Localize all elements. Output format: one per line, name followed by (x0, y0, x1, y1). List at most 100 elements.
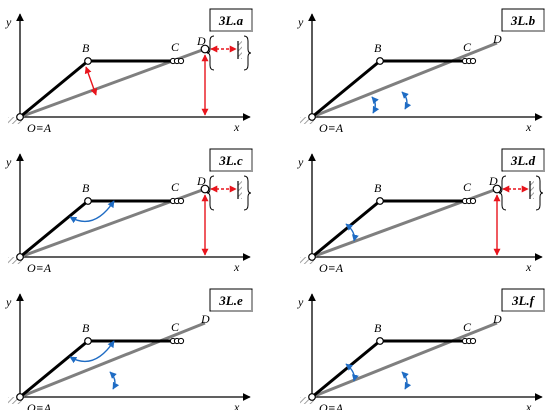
point-B-label: B (82, 41, 90, 55)
origin-label: O≡A (319, 401, 344, 410)
panel-label: 3L.f (511, 293, 536, 308)
joint-O (308, 393, 316, 401)
panel-label-shadow (503, 170, 545, 172)
joint-O (16, 113, 24, 121)
point-C-label: C (171, 180, 180, 194)
panel-label-shadow (503, 310, 545, 312)
blue-angle-A-arrow (401, 91, 412, 110)
blue-angle-A-arrow (109, 371, 120, 390)
y-axis-label: y (297, 155, 304, 169)
y-axis-label: y (5, 15, 12, 29)
slider-joint (469, 337, 477, 345)
panel-3l-f: x y O≡A B C D 3L.f (297, 288, 545, 410)
joint-O (16, 253, 24, 261)
panel-label-shadow (211, 170, 253, 172)
joint-D (200, 184, 210, 194)
x-axis-label: x (525, 400, 532, 410)
x-axis-label: x (233, 260, 240, 274)
panel-3l-a: x y O≡A B C D 3L.a (5, 8, 253, 135)
joint-O (308, 113, 316, 121)
point-C-label: C (463, 180, 472, 194)
ground-hatch (8, 257, 22, 264)
panel-label-shadow (211, 30, 253, 32)
brace-right (243, 35, 252, 71)
joint-B (376, 337, 384, 345)
blue-angle-A-arrow (401, 371, 412, 390)
joint-O (308, 253, 316, 261)
brace-left (206, 175, 215, 211)
panel-label-shadow (211, 310, 253, 312)
link-AD (311, 41, 498, 119)
joint-B (376, 57, 384, 65)
wall-hatch (530, 181, 534, 199)
link-AD (19, 321, 206, 399)
panel-3l-e: x y O≡A B C D 3L.e (5, 288, 253, 410)
point-D-label: D (200, 312, 210, 326)
x-axis-label: x (525, 120, 532, 134)
wall-hatch (238, 41, 242, 59)
panel-label: 3L.e (218, 293, 243, 308)
slider-joint (469, 197, 477, 205)
slider-joint (177, 57, 185, 65)
blue-angle-AB-arrow (345, 223, 359, 242)
brace-right (535, 175, 544, 211)
panel-label: 3L.c (218, 153, 243, 168)
ground-hatch (300, 257, 314, 264)
y-axis-label: y (5, 295, 12, 309)
origin-label: O≡A (27, 261, 52, 275)
slider-joint (177, 197, 185, 205)
ground-hatch (300, 397, 314, 404)
point-B-label: B (374, 41, 382, 55)
panel-label: 3L.a (218, 13, 244, 28)
point-C-label: C (171, 40, 180, 54)
joint-B (84, 57, 92, 65)
point-B-label: B (82, 181, 90, 195)
panel-label-shadow (251, 150, 253, 172)
brace-right (243, 175, 252, 211)
y-axis-label: y (297, 15, 304, 29)
slider-joint (469, 57, 477, 65)
panel-label-shadow (503, 30, 545, 32)
wall-hatch (238, 181, 242, 199)
x-axis-label: x (233, 400, 240, 410)
panel-3l-d: x y O≡A B C D 3L.d (297, 148, 545, 275)
x-axis-label: x (525, 260, 532, 274)
point-D-label: D (196, 34, 206, 48)
panel-label-shadow (543, 10, 545, 32)
ground-hatch (8, 397, 22, 404)
panel-label-shadow (543, 290, 545, 312)
ground-hatch (300, 117, 314, 124)
slider-joint (177, 337, 185, 345)
y-axis-label: y (5, 155, 12, 169)
panel-label: 3L.b (510, 13, 536, 28)
origin-label: O≡A (27, 121, 52, 135)
blue-angle-B-arrow (69, 200, 115, 224)
point-D-label: D (492, 312, 502, 326)
red-B-distance-arrow (84, 66, 98, 96)
panel-3l-b: x y O≡A B C D 3L.b (297, 8, 545, 135)
panel-3l-c: x y O≡A B C D 3L.c (5, 148, 253, 275)
point-D-label: D (488, 174, 498, 188)
origin-label: O≡A (319, 121, 344, 135)
x-axis-label: x (233, 120, 240, 134)
point-C-label: C (171, 320, 180, 334)
brace-left (206, 35, 215, 71)
blue-angle-B-arrow (69, 340, 115, 364)
joint-O (16, 393, 24, 401)
ground-hatch (8, 117, 22, 124)
point-C-label: C (463, 320, 472, 334)
blue-angle-A-arrow (371, 96, 380, 114)
blue-angle-AB-arrow (345, 363, 359, 382)
panel-label-shadow (251, 290, 253, 312)
point-B-label: B (82, 321, 90, 335)
point-D-label: D (196, 174, 206, 188)
joint-D (492, 184, 502, 194)
link-AD (311, 321, 498, 399)
point-C-label: C (463, 40, 472, 54)
joint-B (376, 197, 384, 205)
origin-label: O≡A (27, 401, 52, 410)
brace-left (498, 175, 507, 211)
joint-D (200, 44, 210, 54)
point-D-label: D (492, 32, 502, 46)
